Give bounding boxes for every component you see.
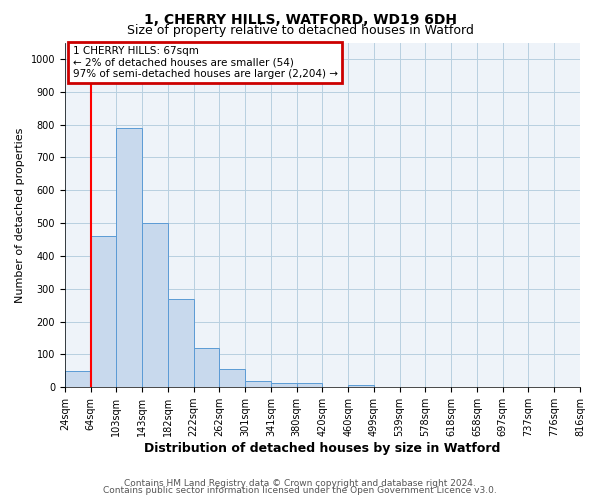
Text: Size of property relative to detached houses in Watford: Size of property relative to detached ho… <box>127 24 473 37</box>
Text: Contains HM Land Registry data © Crown copyright and database right 2024.: Contains HM Land Registry data © Crown c… <box>124 478 476 488</box>
Bar <box>271 384 296 387</box>
Text: Contains public sector information licensed under the Open Government Licence v3: Contains public sector information licen… <box>103 486 497 495</box>
Bar <box>65 371 91 387</box>
Bar <box>91 236 116 387</box>
Bar <box>220 369 245 387</box>
Bar <box>168 298 194 387</box>
Bar <box>142 223 168 387</box>
Bar <box>296 384 322 387</box>
Bar <box>116 128 142 387</box>
Text: 1 CHERRY HILLS: 67sqm
← 2% of detached houses are smaller (54)
97% of semi-detac: 1 CHERRY HILLS: 67sqm ← 2% of detached h… <box>73 46 338 79</box>
Y-axis label: Number of detached properties: Number of detached properties <box>15 127 25 302</box>
Text: 1, CHERRY HILLS, WATFORD, WD19 6DH: 1, CHERRY HILLS, WATFORD, WD19 6DH <box>143 12 457 26</box>
X-axis label: Distribution of detached houses by size in Watford: Distribution of detached houses by size … <box>144 442 500 455</box>
Bar <box>348 384 374 387</box>
Bar <box>245 380 271 387</box>
Bar <box>194 348 220 387</box>
